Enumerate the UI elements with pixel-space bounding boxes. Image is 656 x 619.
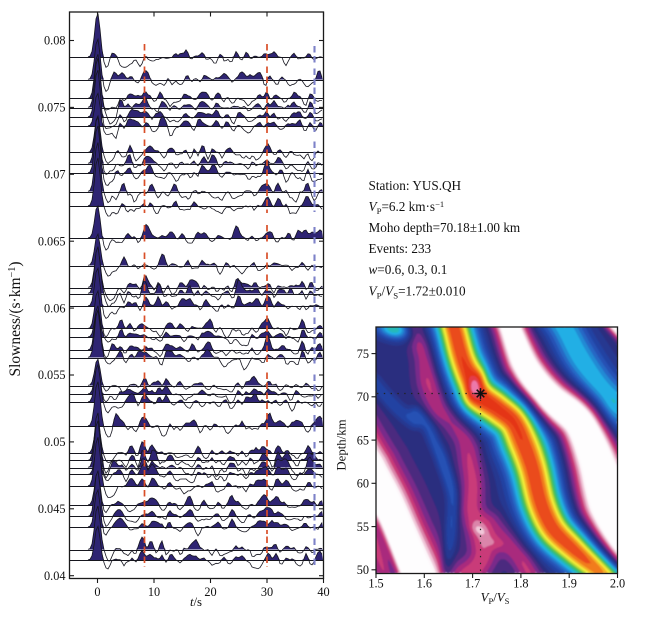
svg-text:75: 75: [357, 347, 369, 361]
svg-text:Events: 233: Events: 233: [369, 241, 432, 256]
svg-text:w=0.6, 0.3, 0.1: w=0.6, 0.3, 0.1: [369, 262, 448, 277]
svg-text:0.065: 0.065: [38, 234, 66, 248]
svg-text:0.045: 0.045: [38, 502, 66, 516]
svg-text:Depth/km: Depth/km: [335, 419, 349, 470]
svg-text:2.0: 2.0: [610, 577, 625, 591]
svg-text:Slowness/(s·km−1): Slowness/(s·km−1): [7, 261, 25, 376]
svg-text:Station: YUS.QH: Station: YUS.QH: [369, 178, 462, 193]
svg-text:1.5: 1.5: [368, 577, 383, 591]
svg-text:1.9: 1.9: [562, 577, 577, 591]
svg-text:t/s: t/s: [190, 595, 202, 609]
svg-text:1.7: 1.7: [465, 577, 480, 591]
svg-text:70: 70: [357, 390, 369, 404]
svg-text:40: 40: [317, 585, 329, 599]
svg-text:0.075: 0.075: [38, 101, 66, 115]
svg-text:0.055: 0.055: [38, 368, 66, 382]
svg-text:VP/VS=1.72±0.010: VP/VS=1.72±0.010: [369, 284, 466, 301]
svg-text:65: 65: [357, 433, 369, 447]
svg-text:0: 0: [94, 585, 100, 599]
svg-text:VP=6.2 km·s−1: VP=6.2 km·s−1: [369, 199, 445, 216]
svg-text:0.04: 0.04: [44, 569, 66, 583]
svg-text:0.06: 0.06: [44, 301, 66, 315]
svg-text:10: 10: [148, 585, 160, 599]
svg-text:55: 55: [357, 520, 369, 534]
svg-text:0.05: 0.05: [44, 435, 66, 449]
svg-text:50: 50: [357, 563, 369, 577]
svg-text:1.8: 1.8: [513, 577, 528, 591]
svg-text:VP/VS: VP/VS: [481, 591, 510, 606]
svg-text:20: 20: [204, 585, 216, 599]
svg-text:60: 60: [357, 477, 369, 491]
svg-text:Moho depth=70.18±1.00 km: Moho depth=70.18±1.00 km: [369, 220, 521, 235]
svg-text:30: 30: [261, 585, 273, 599]
svg-text:0.07: 0.07: [44, 168, 66, 182]
svg-text:1.6: 1.6: [417, 577, 432, 591]
svg-text:0.08: 0.08: [44, 34, 66, 48]
